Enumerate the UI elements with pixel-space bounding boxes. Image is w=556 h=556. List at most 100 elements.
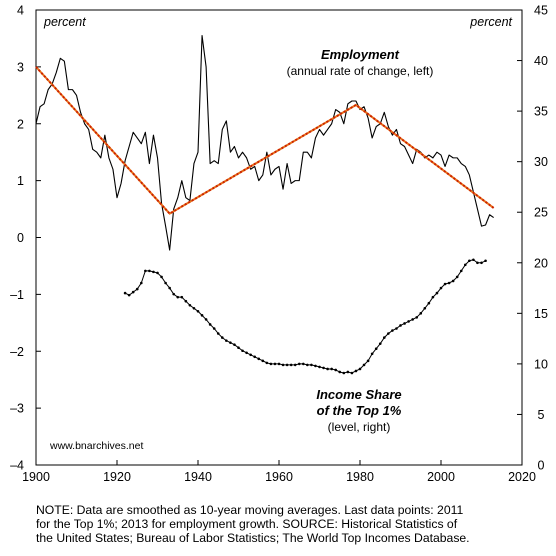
income-share-point [269, 362, 273, 366]
footnote-line-2: for the Top 1%; 2013 for employment grow… [36, 517, 458, 531]
income-share-point [383, 336, 386, 339]
income-share-point [261, 359, 265, 363]
income-share-point [391, 329, 394, 332]
income-share-point [289, 363, 293, 367]
income-share-point [399, 324, 402, 327]
y-left-tick-label: –3 [10, 402, 24, 416]
y-right-tick-label: 30 [534, 155, 548, 169]
footnote-line-1: NOTE: Data are smoothed as 10-year movin… [36, 503, 464, 517]
income-subtitle: (level, right) [328, 420, 391, 434]
income-share-point [419, 312, 423, 315]
income-share-point [330, 367, 333, 371]
y-left-tick-label: 3 [17, 60, 24, 74]
income-share-point [423, 306, 427, 310]
left-unit-label: percent [43, 15, 86, 29]
y-right-tick-label: 45 [534, 4, 548, 18]
income-share-point [387, 332, 390, 335]
y-right-tick-label: 35 [534, 105, 548, 119]
ticks-layer: 1900 1920 1940 1960 1980 2000 202043210–1–2–3–… [10, 4, 548, 485]
income-share-point [127, 293, 131, 297]
income-share-point [123, 291, 127, 295]
income-share-point [257, 357, 261, 361]
income-share-point [459, 269, 463, 273]
income-share-point [164, 281, 167, 285]
income-share-point [212, 327, 216, 330]
income-share-point [472, 258, 475, 262]
lines-layer [35, 35, 495, 375]
income-share-point [192, 306, 196, 310]
income-share-point [362, 363, 366, 367]
trend-line-dashes [35, 66, 495, 215]
y-left-tick-label: 0 [17, 231, 24, 245]
income-share-point [273, 362, 277, 366]
income-share-point [464, 263, 467, 267]
x-tick-label: 1920 [103, 470, 131, 484]
income-share-point [204, 318, 208, 321]
income-share-point [370, 352, 374, 356]
income-share-point [135, 287, 139, 291]
income-share-point [200, 314, 204, 317]
income-share-point [281, 363, 285, 367]
income-title-line2: of the Top 1% [317, 403, 402, 418]
income-share-point [427, 301, 431, 305]
income-share-point [476, 261, 479, 265]
x-tick-label: 1980 [346, 470, 374, 484]
income-share-point [156, 271, 159, 275]
income-share-point [233, 343, 236, 346]
income-share-point [447, 281, 451, 285]
income-share-point [293, 363, 297, 367]
employment-title: Employment [321, 47, 400, 62]
income-share-point [411, 318, 414, 321]
income-share-point [310, 363, 313, 367]
y-right-tick-label: 5 [538, 408, 545, 422]
income-share-point [297, 362, 301, 366]
x-tick-label: 1900 [22, 470, 50, 484]
y-left-tick-label: –1 [10, 288, 24, 302]
y-right-tick-label: 40 [534, 54, 548, 68]
income-share-point [451, 279, 455, 283]
income-share-point [184, 299, 188, 303]
income-share-point [196, 310, 200, 313]
income-share-point [172, 292, 175, 296]
income-share-point [285, 363, 289, 367]
income-share-point [326, 367, 329, 371]
right-unit-label: percent [469, 15, 512, 29]
income-share-point [306, 363, 309, 367]
y-right-tick-label: 10 [534, 357, 548, 371]
income-share-point [346, 370, 350, 374]
plot-frame [35, 9, 523, 466]
income-share-point [480, 261, 483, 265]
income-share-point [378, 342, 382, 345]
y-right-tick-label: 0 [538, 459, 545, 473]
income-share-point [241, 349, 244, 353]
income-share-point [334, 368, 338, 372]
income-share-point [140, 281, 143, 285]
income-share-point [152, 270, 155, 274]
income-share-point [221, 336, 224, 339]
income-share-point [342, 371, 346, 375]
income-share-point [455, 275, 459, 279]
income-share-point [131, 290, 135, 294]
income-share-point [350, 371, 354, 375]
income-share-point [160, 275, 163, 279]
income-share-point [180, 295, 184, 299]
income-share-point [245, 351, 248, 355]
income-share-point [208, 323, 212, 326]
income-share-point [216, 332, 220, 335]
income-share-point [415, 316, 419, 319]
footnote: NOTE: Data are smoothed as 10-year movin… [36, 503, 536, 545]
income-share-point [484, 259, 487, 263]
y-left-tick-label: 1 [17, 174, 24, 188]
y-right-tick-label: 15 [534, 307, 548, 321]
y-left-tick-label: –4 [10, 459, 24, 473]
source-site: www.bnarchives.net [49, 440, 143, 452]
income-share-point [358, 367, 362, 371]
y-left-tick-label: 4 [17, 4, 24, 18]
employment-subtitle: (annual rate of change, left) [287, 64, 434, 78]
income-share-point [148, 269, 151, 273]
income-share-point [168, 286, 171, 290]
income-share-point [188, 303, 192, 307]
income-share-point [237, 346, 240, 350]
footnote-line-3: the United States; Bureau of Labor Stati… [36, 531, 470, 545]
income-share-point [407, 320, 410, 323]
